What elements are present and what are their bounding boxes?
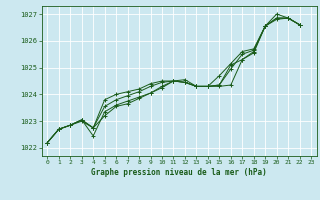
- X-axis label: Graphe pression niveau de la mer (hPa): Graphe pression niveau de la mer (hPa): [91, 168, 267, 177]
